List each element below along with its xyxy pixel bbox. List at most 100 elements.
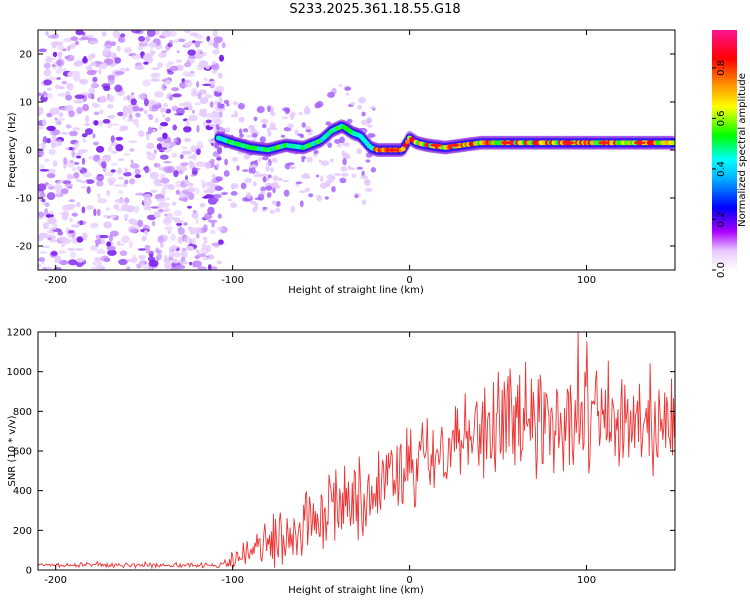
noise-blob [68, 110, 75, 118]
noise-blob [82, 172, 93, 178]
noise-blob [130, 159, 134, 164]
speckle-blob [354, 194, 359, 199]
noise-blob [183, 30, 191, 33]
noise-blob [173, 251, 181, 258]
speckle-blob [305, 129, 312, 132]
noise-blob [42, 119, 47, 126]
noise-blob [150, 78, 160, 82]
noise-blob [196, 124, 200, 133]
noise-blob [76, 236, 84, 243]
speckle-blob [340, 166, 348, 172]
noise-blob [117, 158, 125, 162]
noise-blob [181, 150, 192, 155]
noise-blob [44, 203, 50, 207]
noise-blob [170, 233, 176, 242]
noise-blob [39, 192, 46, 198]
noise-blob [114, 84, 123, 92]
noise-blob [134, 168, 141, 175]
noise-blob [66, 175, 75, 180]
noise-blob [46, 172, 56, 179]
spectrogram-x-tick-label: -100 [221, 275, 244, 286]
noise-blob [98, 68, 102, 75]
snr-y-tick-label: 200 [13, 526, 32, 537]
noise-blob [60, 188, 69, 195]
noise-blob [114, 71, 125, 75]
noise-blob [63, 38, 73, 43]
noise-blob [146, 30, 156, 37]
noise-blob [165, 117, 171, 122]
speckle-blob [272, 157, 278, 163]
speckle-blob [232, 156, 239, 162]
noise-blob [111, 163, 118, 166]
noise-blob [43, 94, 47, 98]
noise-blob [39, 169, 50, 172]
noise-blob [145, 250, 155, 254]
speckle-blob [306, 156, 313, 163]
noise-blob [96, 192, 101, 199]
speckle-blob [266, 192, 272, 198]
noise-blob [202, 83, 212, 87]
noise-blob [47, 237, 52, 241]
noise-blob [73, 62, 83, 67]
noise-blob [213, 193, 223, 199]
noise-blob [43, 79, 53, 86]
speckle-blob [270, 127, 278, 131]
noise-blob [115, 136, 124, 141]
speckle-blob [290, 112, 296, 117]
noise-blob [185, 245, 195, 251]
noise-blob [187, 182, 194, 187]
speckle-blob [316, 174, 320, 178]
noise-blob [191, 212, 199, 220]
speckle-blob [230, 114, 235, 118]
noise-blob [93, 120, 99, 126]
speckle-blob [342, 158, 347, 166]
speckle-blob [272, 182, 279, 188]
noise-blob [95, 242, 99, 247]
noise-blob [65, 124, 72, 129]
speckle-blob [217, 102, 221, 109]
noise-blob [172, 124, 177, 131]
noise-blob [81, 157, 86, 165]
noise-blob [42, 266, 47, 270]
noise-blob [168, 251, 175, 259]
speckle-blob [348, 165, 352, 170]
noise-blob [71, 212, 78, 217]
noise-blob [120, 33, 126, 38]
speckle-blob [358, 96, 366, 104]
noise-blob [121, 235, 130, 244]
noise-blob [113, 204, 120, 210]
speckle-blob [223, 99, 230, 104]
noise-blob [183, 126, 192, 133]
noise-blob [208, 39, 214, 47]
speckle-blob [238, 116, 245, 123]
noise-blob [123, 47, 132, 54]
noise-blob [49, 210, 54, 215]
noise-blob [153, 163, 161, 168]
colorbar-tick-label: 0.8 [716, 60, 727, 76]
noise-blob [161, 50, 168, 53]
speckle-blob [343, 155, 351, 159]
noise-blob [202, 196, 210, 199]
ridge-peak [430, 143, 443, 147]
noise-blob [159, 154, 169, 160]
noise-blob [215, 38, 222, 44]
speckle-blob [327, 91, 335, 98]
noise-blob [82, 103, 90, 112]
speckle-blob [260, 118, 269, 124]
noise-blob [64, 55, 70, 60]
noise-blob [188, 160, 194, 165]
noise-blob [198, 60, 209, 68]
noise-blob [101, 31, 107, 37]
noise-blob [177, 236, 183, 244]
noise-blob [100, 255, 109, 262]
noise-blob [172, 259, 180, 264]
noise-blob [163, 161, 172, 164]
noise-blob [106, 246, 117, 251]
speckle-blob [243, 128, 249, 133]
noise-blob [89, 222, 99, 229]
noise-blob [143, 98, 149, 107]
speckle-blob [342, 142, 351, 147]
noise-blob [164, 217, 170, 224]
speckle-blob [370, 167, 377, 173]
noise-blob [161, 30, 172, 37]
